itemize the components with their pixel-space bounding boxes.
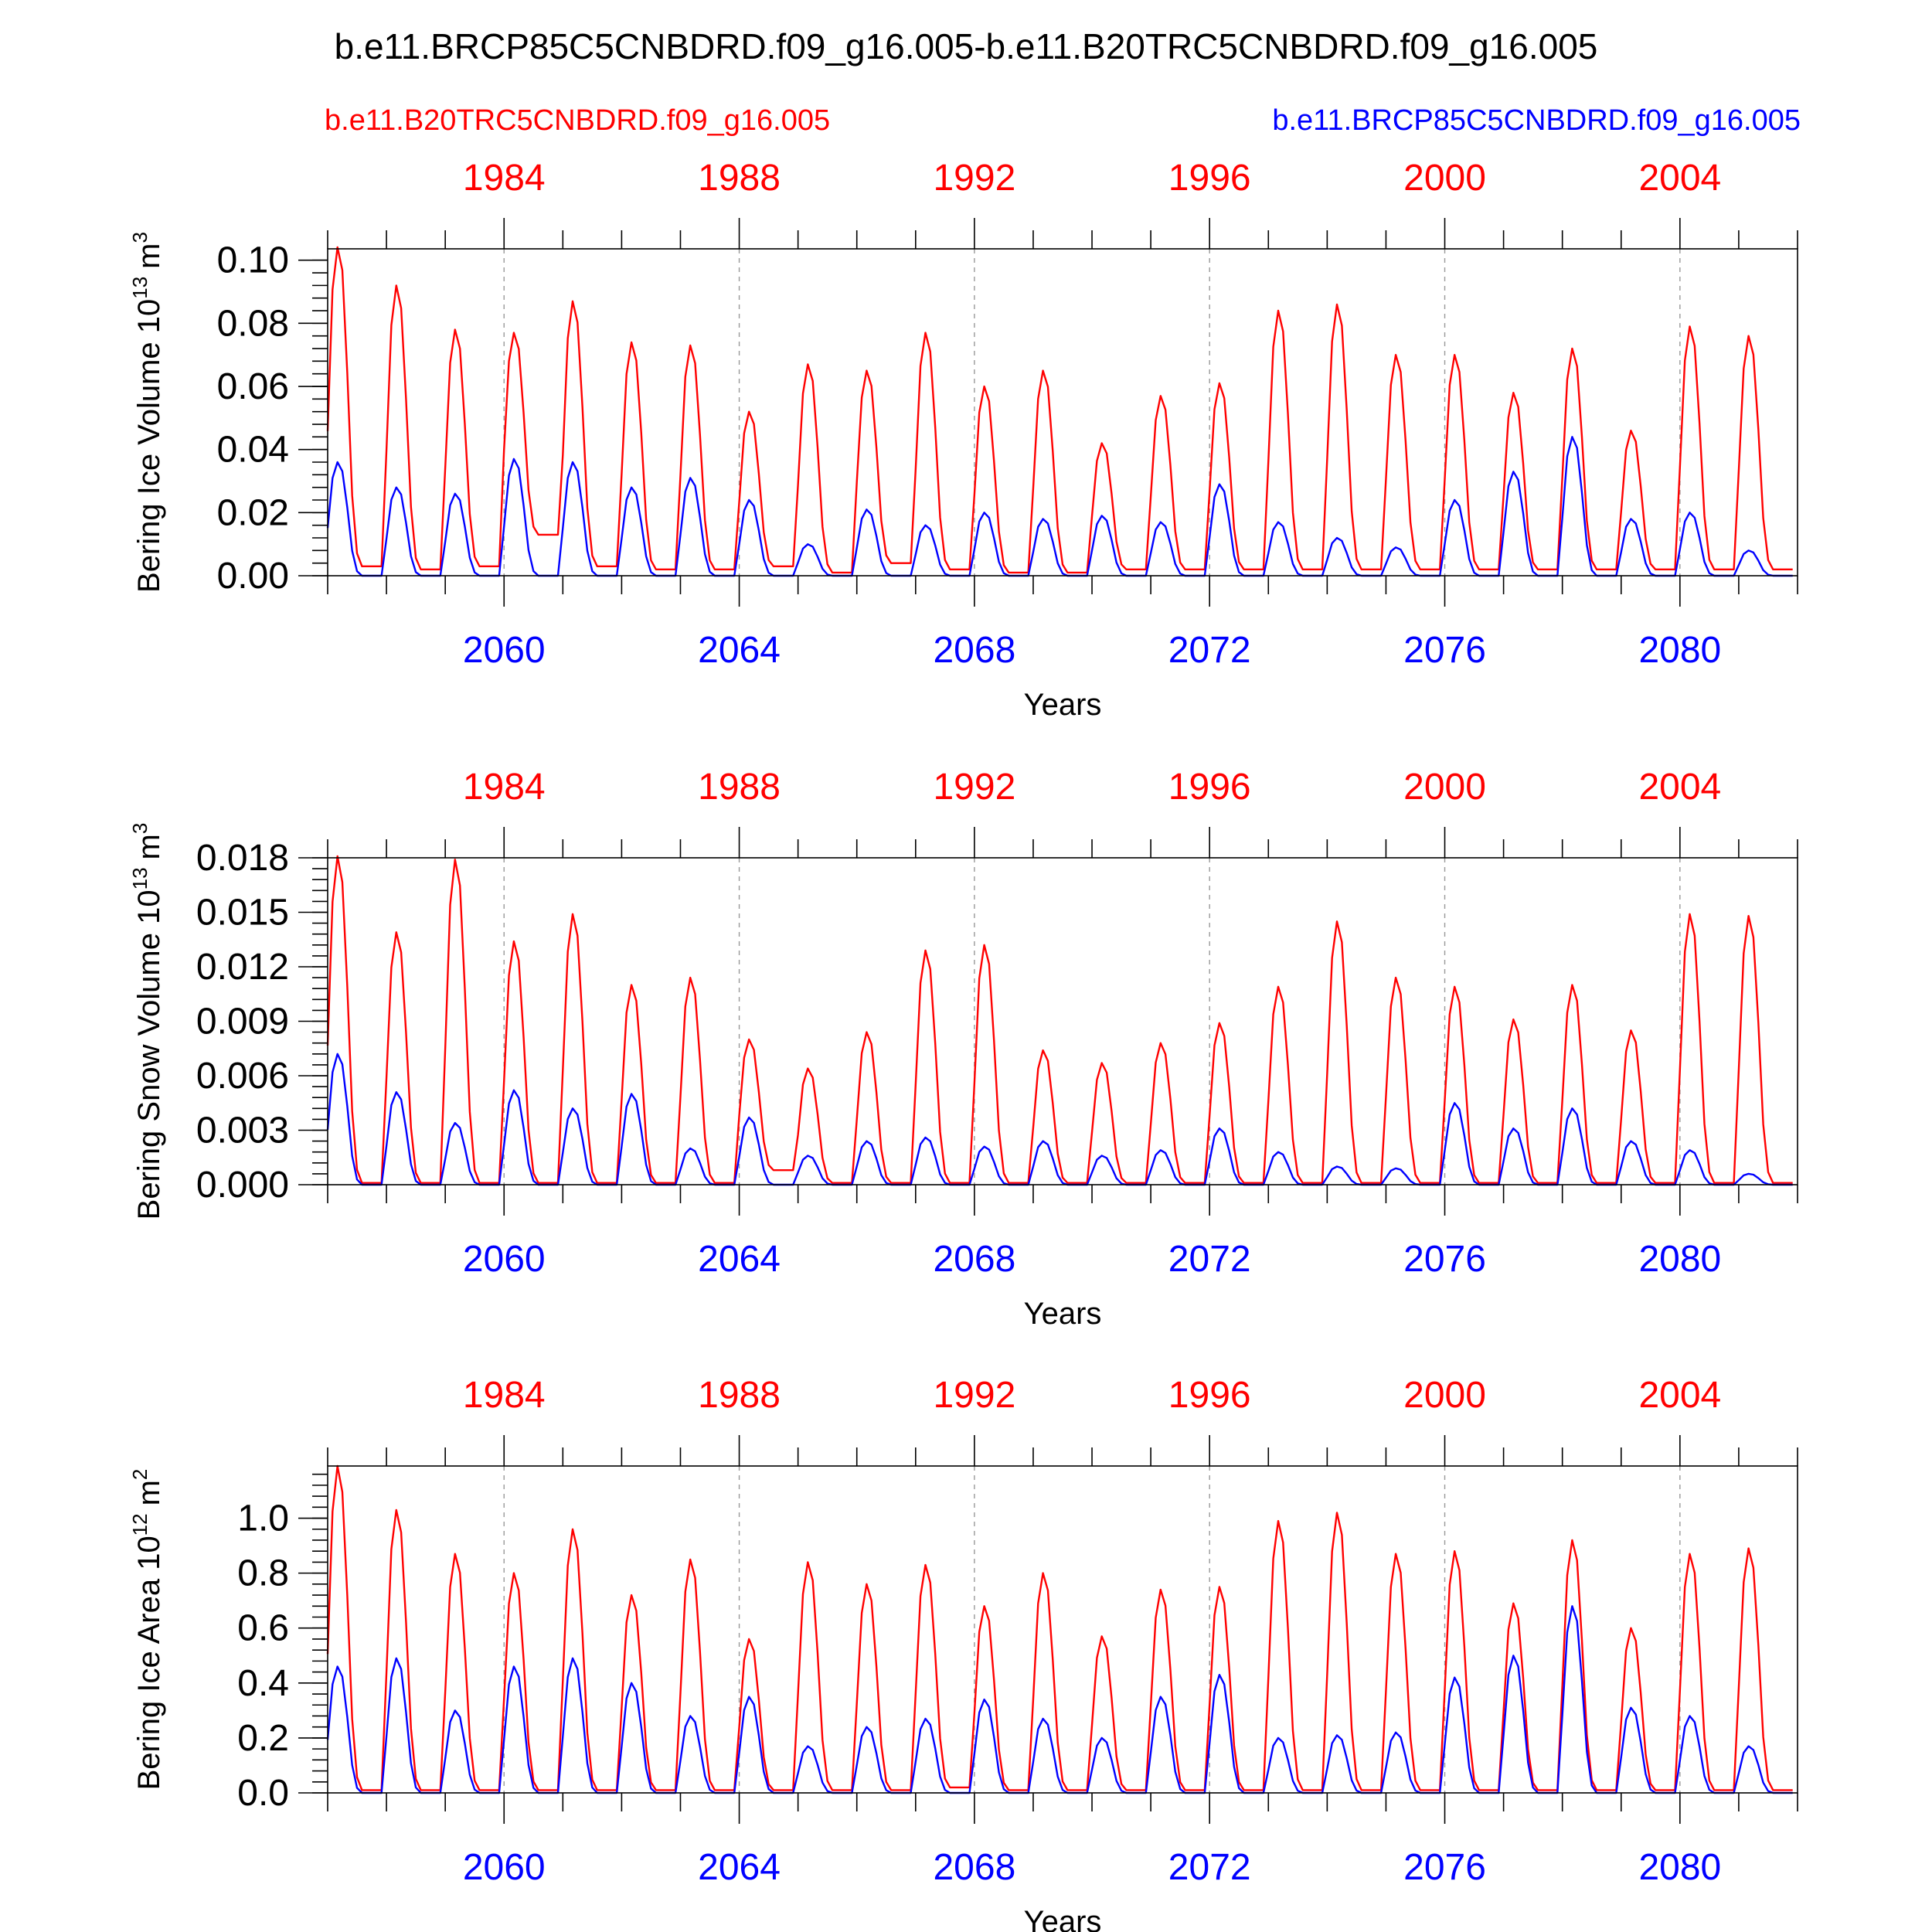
bottom-tick-label: 2080	[1638, 1847, 1721, 1888]
y-tick-label: 0.0	[237, 1773, 289, 1814]
y-tick-label: 0.012	[196, 947, 289, 988]
y-tick-label: 0.02	[217, 492, 289, 533]
y-tick-label: 0.2	[237, 1718, 289, 1759]
top-tick-label: 1992	[933, 1375, 1015, 1416]
bottom-tick-label: 2080	[1638, 630, 1721, 671]
bottom-tick-label: 2060	[463, 630, 546, 671]
y-tick-label: 0.8	[237, 1553, 289, 1594]
bottom-tick-label: 2064	[698, 630, 781, 671]
bottom-tick-label: 2060	[463, 1847, 546, 1888]
bottom-tick-label: 2064	[698, 1847, 781, 1888]
series-line-rcp85	[326, 436, 1793, 577]
bottom-tick-label: 2076	[1403, 1239, 1486, 1280]
x-axis-label: Years	[1024, 1905, 1102, 1932]
bottom-tick-label: 2068	[933, 1847, 1015, 1888]
legend-rcp85-run: b.e11.BRCP85C5CNBDRD.f09_g16.005	[1272, 104, 1801, 137]
bottom-tick-label: 2080	[1638, 1239, 1721, 1280]
y-tick-label: 0.00	[217, 556, 289, 597]
top-tick-label: 1996	[1168, 767, 1251, 808]
bottom-tick-label: 2060	[463, 1239, 546, 1280]
y-tick-label: 0.018	[196, 838, 289, 879]
series-line-historical	[326, 1464, 1793, 1791]
y-tick-label: 1.0	[237, 1498, 289, 1539]
plot-frame	[327, 1465, 1798, 1794]
bottom-tick-label: 2076	[1403, 1847, 1486, 1888]
top-tick-label: 2000	[1403, 767, 1486, 808]
y-tick-label: 0.000	[196, 1165, 289, 1206]
y-tick-label: 0.4	[237, 1663, 289, 1704]
y-tick-label: 0.015	[196, 893, 289, 934]
figure-title: b.e11.BRCP85C5CNBDRD.f09_g16.005-b.e11.B…	[335, 26, 1598, 66]
legend-historical-run: b.e11.B20TRC5CNBDRD.f09_g16.005	[325, 104, 830, 137]
top-tick-label: 1992	[933, 158, 1015, 199]
plot-frame	[327, 248, 1798, 577]
y-tick-label: 0.003	[196, 1111, 289, 1151]
series-line-historical	[326, 855, 1793, 1184]
top-tick-label: 1988	[698, 1375, 781, 1416]
bottom-tick-label: 2068	[933, 630, 1015, 671]
y-tick-label: 0.04	[217, 430, 289, 471]
y-tick-label: 0.009	[196, 1002, 289, 1043]
top-tick-label: 1984	[463, 1375, 546, 1416]
panel-snow-volume: 1984 1988 1992 1996 2000 2004 2060 2064 2068 2072…	[128, 767, 1798, 1331]
y-axis-label: Bering Ice Volume 1013m3	[128, 232, 166, 593]
x-axis-label: Years	[1024, 1297, 1102, 1331]
bottom-tick-label: 2072	[1168, 630, 1251, 671]
top-tick-label: 2004	[1638, 1375, 1721, 1416]
bottom-tick-label: 2072	[1168, 1847, 1251, 1888]
top-tick-label: 2000	[1403, 1375, 1486, 1416]
y-axis-label: Bering Snow Volume 1013m3	[128, 823, 166, 1220]
top-tick-label: 2004	[1638, 767, 1721, 808]
bottom-tick-label: 2072	[1168, 1239, 1251, 1280]
bottom-tick-label: 2064	[698, 1239, 781, 1280]
top-tick-label: 2004	[1638, 158, 1721, 199]
top-tick-label: 1996	[1168, 158, 1251, 199]
panel-ice-area: 1984 1988 1992 1996 2000 2004 2060 2064 2068 2072…	[128, 1375, 1798, 1932]
top-tick-label: 1984	[463, 158, 546, 199]
panel-ice-volume: 1984 1988 1992 1996 2000 2004 2060 2064 2068 2072…	[128, 158, 1798, 722]
y-tick-label: 0.006	[196, 1056, 289, 1097]
y-axis-label: Bering Ice Area 1012m2	[128, 1469, 166, 1791]
series-line-historical	[326, 246, 1793, 574]
y-tick-label: 0.6	[237, 1608, 289, 1649]
y-tick-label: 0.08	[217, 303, 289, 344]
y-tick-label: 0.06	[217, 366, 289, 407]
top-tick-label: 1996	[1168, 1375, 1251, 1416]
top-tick-label: 1992	[933, 767, 1015, 808]
plot-frame	[327, 857, 1798, 1185]
x-axis-label: Years	[1024, 688, 1102, 722]
bottom-tick-label: 2076	[1403, 630, 1486, 671]
top-tick-label: 1988	[698, 767, 781, 808]
y-tick-label: 0.10	[217, 240, 289, 281]
top-tick-label: 1984	[463, 767, 546, 808]
top-tick-label: 2000	[1403, 158, 1486, 199]
top-tick-label: 1988	[698, 158, 781, 199]
bottom-tick-label: 2068	[933, 1239, 1015, 1280]
